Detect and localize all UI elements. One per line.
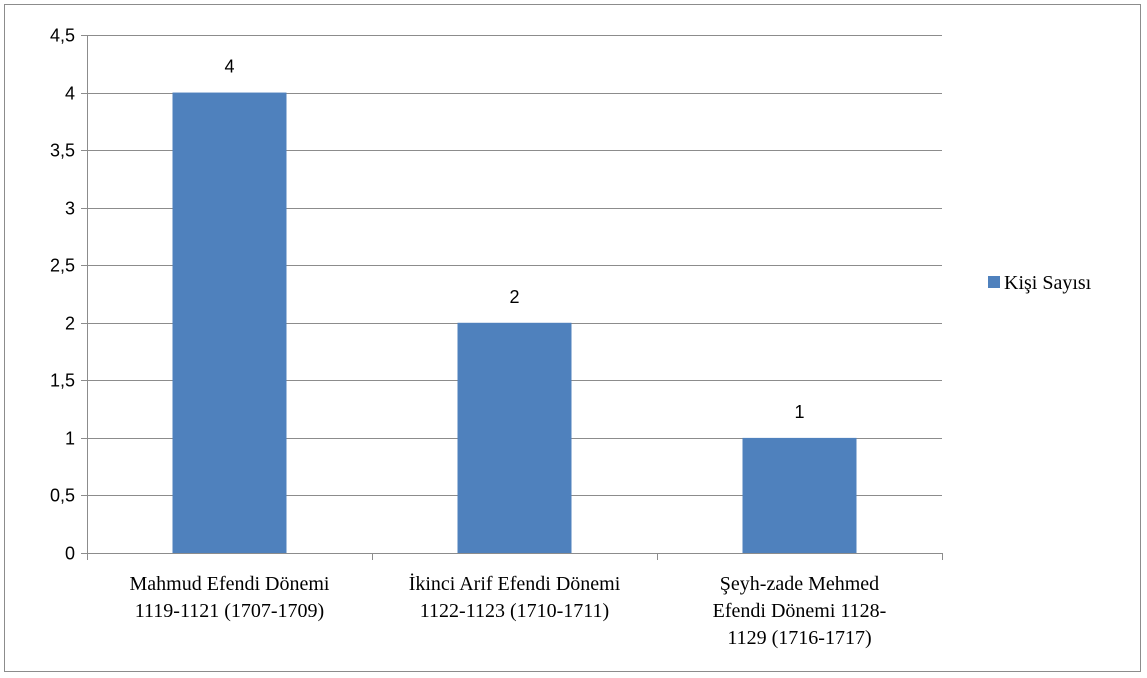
x-category-label: İkinci Arif Efendi Dönemi [409,572,621,595]
y-tick-label: 0 [65,544,75,564]
bar [742,437,857,553]
legend: Kişi Sayısı [988,272,1092,294]
bar [457,322,572,553]
x-category-label: Şeyh-zade Mehmed [720,573,879,595]
bars [172,92,857,554]
x-category-label: Mahmud Efendi Dönemi [130,573,330,595]
y-tick-label: 2 [65,314,75,334]
y-tick-label: 4 [65,84,75,104]
data-label: 1 [794,402,804,422]
data-label: 4 [224,57,234,77]
x-category-label: 1119-1121 (1707-1709) [135,600,324,622]
y-tick-label: 1,5 [50,371,75,391]
y-tick-label: 3,5 [50,141,75,161]
y-tick-label: 4,5 [50,26,75,46]
data-label: 2 [509,287,519,307]
y-tick-label: 3 [65,199,75,219]
x-category-label: 1122-1123 (1710-1711) [420,600,609,622]
x-category-label: 1129 (1716-1717) [727,627,871,649]
y-tick-label: 2,5 [50,256,75,276]
legend-label: Kişi Sayısı [1004,272,1092,294]
legend-swatch [988,276,1000,288]
y-tick-label: 0,5 [50,486,75,506]
x-category-label: Efendi Dönemi 1128- [713,600,887,622]
labels: 0 0,5 1 1,5 2 2,5 3 3,5 4 4,5 4 Mahmud Efendi Dönem… [50,26,886,650]
y-tick-label: 1 [65,429,75,449]
bar [172,92,287,554]
axes [81,35,943,560]
